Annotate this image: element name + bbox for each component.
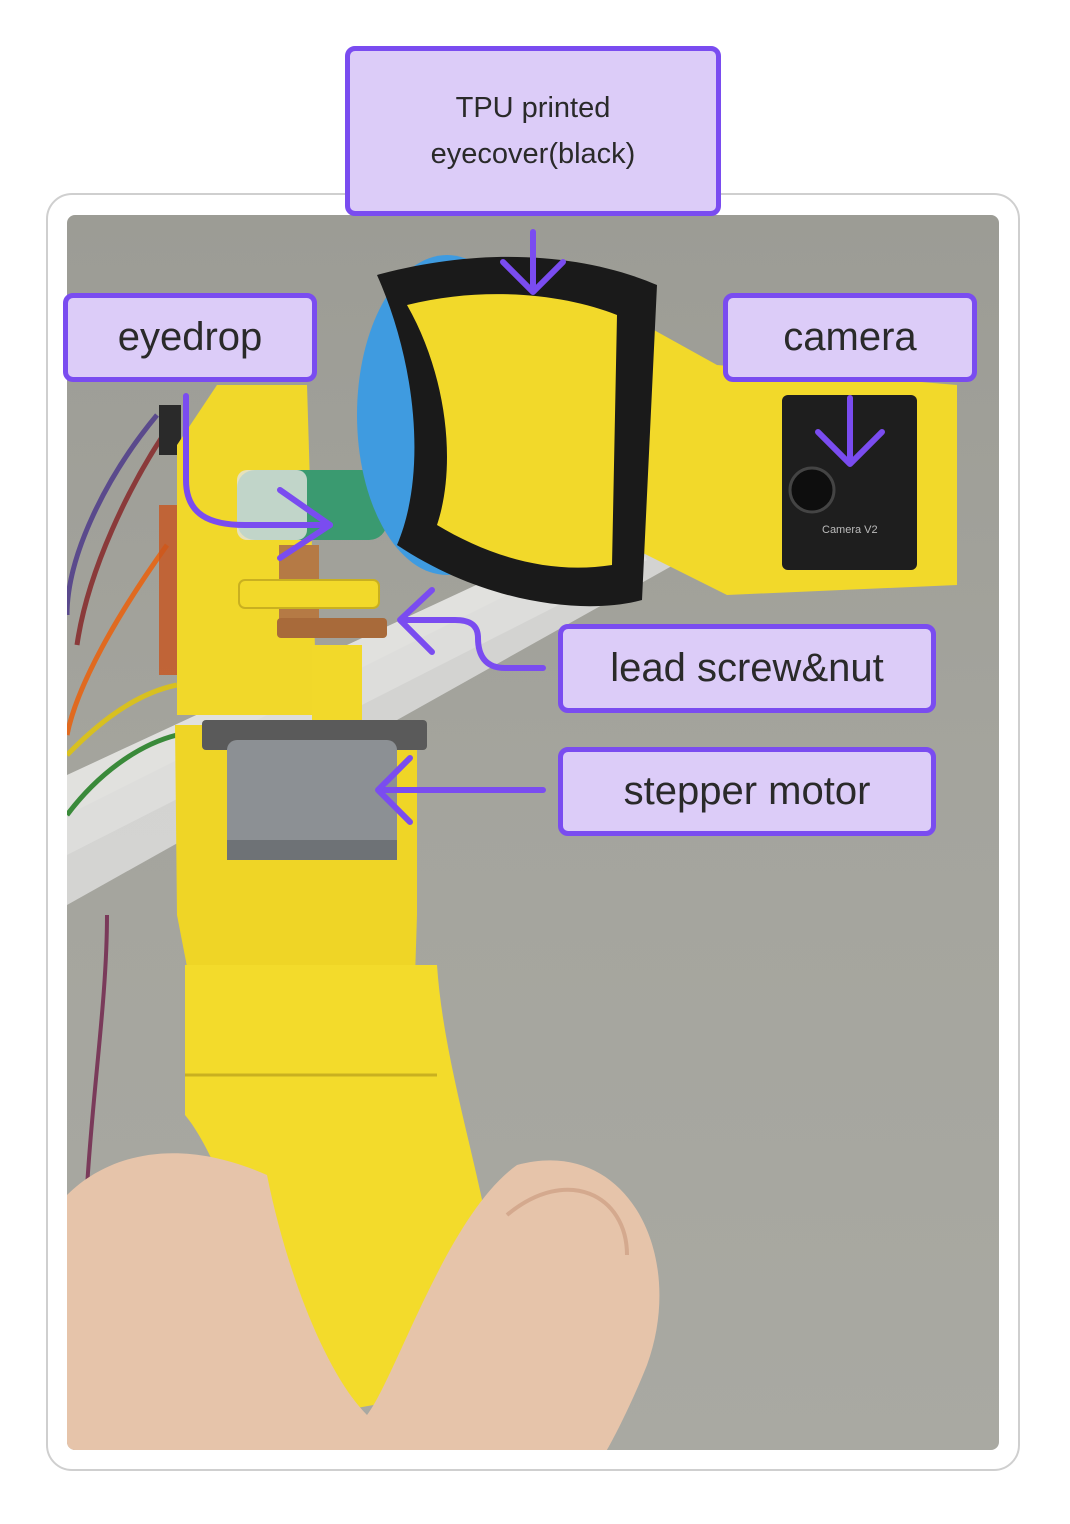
thumb-line xyxy=(505,1187,629,1256)
label-tpu-eyecover: TPU printed eyecover(black) xyxy=(345,46,721,216)
wire-purple xyxy=(67,413,159,616)
device-photo: Camera V2 xyxy=(67,215,999,1450)
wire-red xyxy=(74,413,180,646)
screw-coupler xyxy=(312,645,362,725)
arrow-tpu xyxy=(500,229,566,295)
eyecover-inner xyxy=(407,294,617,568)
arrow-lead-screw xyxy=(397,587,546,671)
device-illustration: Camera V2 xyxy=(67,255,957,1450)
label-stepper-motor: stepper motor xyxy=(558,747,936,836)
camera-text: Camera V2 xyxy=(822,524,878,536)
arrow-stepper xyxy=(375,755,546,825)
camera-lens xyxy=(788,466,836,514)
wire-yellow xyxy=(67,682,178,757)
arrow-camera xyxy=(815,395,885,467)
nut-plate xyxy=(238,579,380,609)
label-camera: camera xyxy=(723,293,977,382)
arrow-eyedrop xyxy=(183,393,333,561)
wire-green xyxy=(67,732,178,817)
hand xyxy=(67,1153,660,1450)
label-eyedrop: eyedrop xyxy=(63,293,317,382)
wire-orange xyxy=(67,543,170,736)
brass-nut xyxy=(277,618,387,638)
motor-base xyxy=(227,840,397,860)
stepper-motor xyxy=(227,740,397,860)
label-lead-screw-nut: lead screw&nut xyxy=(558,624,936,713)
camera-board xyxy=(782,395,917,570)
connector xyxy=(159,405,181,455)
handle xyxy=(185,965,499,1415)
